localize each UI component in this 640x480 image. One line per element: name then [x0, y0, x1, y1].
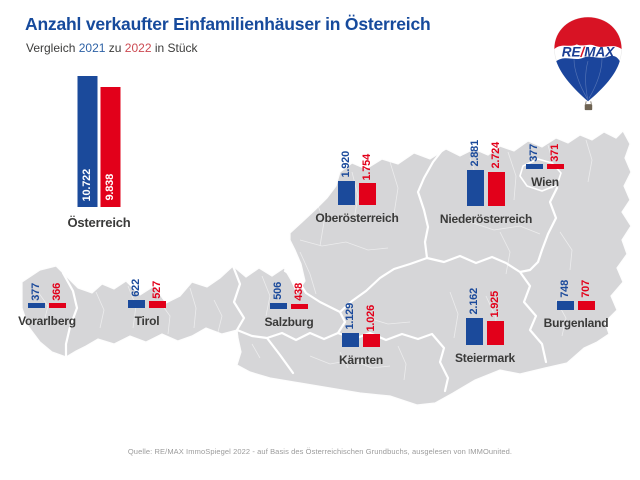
region-label-steiermark: Steiermark	[454, 351, 516, 365]
bar-2021-niederoesterreich	[467, 170, 484, 206]
region-label-vorarlberg: Vorarlberg	[18, 314, 76, 328]
bar-2021-wien	[526, 164, 543, 169]
bar-2022-burgenland	[578, 301, 595, 310]
page-title: Anzahl verkaufter Einfamilienhäuser in Ö…	[25, 14, 431, 34]
bar-2021-steiermark	[466, 318, 483, 345]
value-2021-salzburg: 506	[272, 281, 284, 300]
region-label-niederoesterreich: Niederösterreich	[439, 212, 533, 226]
bar-2021-burgenland	[557, 300, 574, 310]
value-2021-wien: 377	[528, 143, 540, 162]
legend-year-2021: 2021	[78, 41, 106, 55]
bar-2021-vorarlberg	[28, 303, 45, 308]
bar-2022-oesterreich: 9.838	[100, 86, 121, 207]
value-2021-kaernten: 1.129	[344, 303, 356, 330]
remax-balloon-logo: RE/MAX	[546, 14, 630, 112]
bar-2022-vorarlberg	[49, 303, 66, 308]
region-label-kaernten: Kärnten	[339, 353, 383, 367]
value-2021-tirol: 622	[130, 279, 142, 298]
value-2022-kaernten: 1.026	[365, 304, 377, 332]
bar-2022-niederoesterreich	[488, 171, 505, 206]
subtitle-suffix: in Stück	[154, 41, 198, 55]
value-2022-wien: 371	[549, 143, 561, 162]
state-borders	[61, 146, 559, 393]
subtitle-prefix: Vergleich	[26, 41, 76, 55]
value-2022-oesterreich: 9.838	[104, 174, 116, 201]
source-line: Quelle: RE/MAX ImmoSpiegel 2022 - auf Ba…	[127, 447, 513, 456]
bar-2022-tirol	[149, 301, 166, 308]
region-label-oberoesterreich: Oberösterreich	[315, 211, 399, 225]
subtitle-middle: zu	[108, 41, 122, 55]
value-2021-oesterreich: 10.722	[81, 168, 93, 201]
legend-year-2022: 2022	[124, 41, 152, 55]
subtitle: Vergleich 2021 zu 2022 in Stück	[26, 41, 198, 55]
value-2022-steiermark: 1.925	[489, 291, 501, 318]
value-2022-vorarlberg: 366	[51, 282, 63, 301]
value-2022-salzburg: 438	[293, 282, 305, 301]
value-2021-niederoesterreich: 2.881	[469, 140, 481, 167]
value-2021-oberoesterreich: 1.920	[340, 151, 352, 178]
value-2021-vorarlberg: 377	[30, 282, 42, 301]
value-2022-oberoesterreich: 1.754	[361, 153, 373, 181]
region-label-salzburg: Salzburg	[264, 315, 314, 329]
bar-2021-oberoesterreich	[338, 181, 355, 205]
region-label-burgenland: Burgenland	[543, 316, 609, 330]
bar-2022-kaernten	[363, 334, 380, 347]
bar-2021-oesterreich: 10.722	[77, 75, 98, 207]
value-2022-tirol: 527	[151, 280, 163, 299]
value-2021-steiermark: 2.162	[468, 288, 480, 315]
bar-2021-kaernten	[342, 332, 359, 347]
bar-2021-salzburg	[270, 302, 287, 309]
bar-2022-salzburg	[291, 303, 308, 309]
value-2021-burgenland: 748	[559, 279, 571, 298]
value-2022-burgenland: 707	[580, 280, 592, 299]
balloon-icon: RE/MAX	[554, 16, 622, 111]
region-label-wien: Wien	[531, 175, 559, 189]
region-label-oesterreich: Österreich	[67, 215, 131, 230]
bar-2022-oberoesterreich	[359, 183, 376, 205]
bar-2022-wien	[547, 164, 564, 169]
value-2022-niederoesterreich: 2.724	[490, 142, 502, 169]
remax-wordmark: RE/MAX	[562, 44, 616, 59]
region-label-tirol: Tirol	[134, 314, 160, 328]
bar-2021-tirol	[128, 300, 145, 308]
bar-2022-steiermark	[487, 320, 504, 345]
balloon-basket	[584, 104, 593, 111]
